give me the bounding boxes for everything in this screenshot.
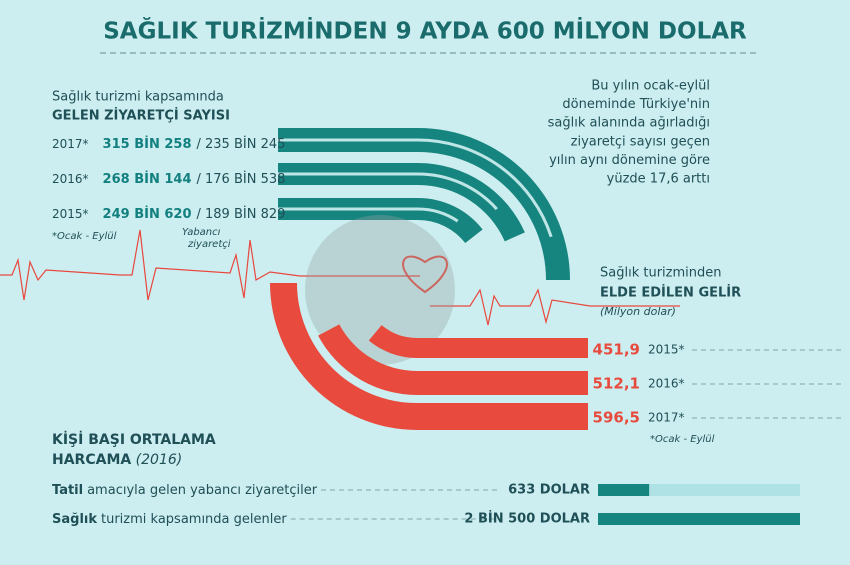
overlap xyxy=(305,215,455,365)
spending-label: Tatil amacıyla gelen yabancı ziyaretçiler xyxy=(52,483,318,498)
foreign-line xyxy=(278,138,553,238)
label: GELEN ZİYARETÇİ SAYISI xyxy=(52,108,230,124)
bold: Sağlık xyxy=(52,512,97,527)
visitor-row: 2017* 315 BİN 258 / 235 BİN 245 xyxy=(52,136,285,152)
total: 315 BİN 258 xyxy=(103,136,192,152)
rest: amacıyla gelen yabancı ziyaretçiler xyxy=(87,483,318,498)
income-value: 451,9 xyxy=(593,341,640,359)
side-note: yüzde 17,6 arttı xyxy=(607,172,710,187)
income-year: 2015* xyxy=(648,343,685,357)
note: *Ocak - Eylül xyxy=(650,434,715,445)
label: Sağlık turizminden xyxy=(600,266,721,281)
side-note: döneminde Türkiye'nin xyxy=(562,97,710,112)
foreign-line xyxy=(278,207,459,223)
income-year: 2017* xyxy=(648,411,685,425)
visitor-row: 2015* 249 BİN 620 / 189 BİN 829 xyxy=(52,206,285,222)
graphics xyxy=(270,128,588,430)
income-band xyxy=(368,325,588,358)
note: *Ocak - Eylül xyxy=(52,231,117,242)
bar xyxy=(598,484,650,496)
income-band xyxy=(270,283,588,430)
rest: turizmi kapsamında gelenler xyxy=(101,512,287,527)
foreign: / 235 BİN 245 xyxy=(197,136,286,152)
income-value: 512,1 xyxy=(593,375,640,393)
total: 249 BİN 620 xyxy=(103,206,192,222)
spending-value: 633 DOLAR xyxy=(508,483,590,498)
legend: ziyaretçi xyxy=(187,239,231,250)
spending-label: Sağlık turizmi kapsamında gelenler xyxy=(52,512,287,527)
side-note: ziyaretçi sayısı geçen xyxy=(571,134,710,149)
side-note: yılın aynı dönemine göre xyxy=(549,153,710,168)
label: (2016) xyxy=(136,452,183,468)
label: ELDE EDİLEN GELİR xyxy=(600,285,741,301)
label: HARCAMA xyxy=(52,452,131,468)
legend: Yabancı xyxy=(182,227,221,238)
foreign: / 189 BİN 829 xyxy=(197,206,286,222)
heartbeat xyxy=(430,288,680,326)
side-note: Bu yılın ocak-eylül xyxy=(591,79,710,94)
title: SAĞLIK TURİZMİNDEN 9 AYDA 600 MİLYON DOL… xyxy=(103,17,747,45)
unit: (Milyon dolar) xyxy=(600,305,676,318)
bar xyxy=(598,513,800,525)
income-value: 596,5 xyxy=(593,409,640,427)
heart xyxy=(402,255,448,294)
label: HARCAMA (2016) xyxy=(52,452,182,468)
income-band xyxy=(318,324,588,395)
total: 268 BİN 144 xyxy=(103,171,192,187)
income-year: 2016* xyxy=(648,377,685,391)
foreign: / 176 BİN 538 xyxy=(197,171,286,187)
spending-value: 2 BİN 500 DOLAR xyxy=(464,511,590,527)
bold: Tatil xyxy=(52,483,83,498)
side-note: sağlık alanında ağırladığı xyxy=(548,116,710,131)
foreign-line xyxy=(278,172,498,211)
visitor-row: 2016* 268 BİN 144 / 176 BİN 538 xyxy=(52,171,285,187)
year: 2016* xyxy=(52,172,89,186)
heartbeat xyxy=(0,229,420,301)
label: Sağlık turizmi kapsamında xyxy=(52,90,224,105)
year: 2017* xyxy=(52,137,89,151)
label: KİŞİ BAŞI ORTALAMA xyxy=(52,431,216,448)
year: 2015* xyxy=(52,207,89,221)
